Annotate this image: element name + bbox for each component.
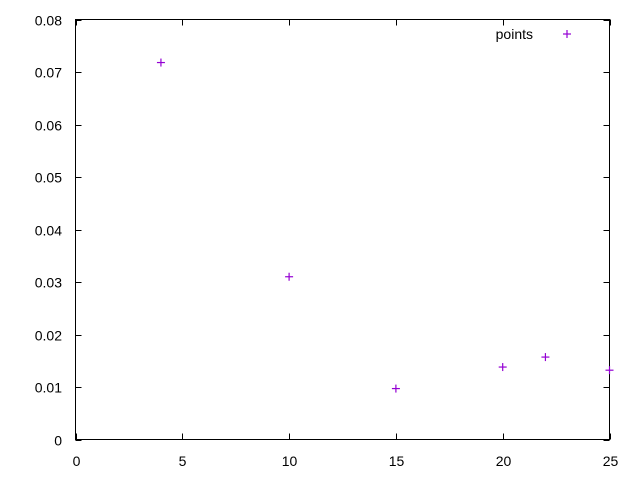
data-point (156, 58, 165, 67)
data-point (541, 353, 550, 362)
y-tick-label: 0.06 (35, 118, 62, 134)
data-point (498, 363, 507, 372)
y-tick-label: 0.05 (35, 170, 62, 186)
data-point (391, 384, 400, 393)
data-point (285, 272, 294, 281)
data-points (156, 58, 614, 393)
y-tick-label: 0.07 (35, 65, 62, 81)
x-tick-label: 0 (73, 453, 81, 469)
y-tick-label: 0.02 (35, 328, 62, 344)
legend-marker-glyph (563, 30, 571, 38)
legend-marker (563, 30, 571, 38)
y-tick-label: 0.08 (35, 13, 62, 29)
x-axis: 0 5 10 15 20 25 (73, 19, 619, 469)
y-tick-label: 0 (54, 433, 62, 449)
x-tick-label: 15 (389, 453, 405, 469)
data-point (605, 366, 614, 375)
y-tick-label: 0.04 (35, 223, 62, 239)
plot-frame (75, 19, 610, 440)
x-tick-label: 5 (179, 453, 187, 469)
y-tick-label: 0.03 (35, 275, 62, 291)
legend: points (496, 26, 571, 42)
y-tick-label: 0.01 (35, 380, 62, 396)
y-axis: 0 0.01 0.02 0.03 0.04 0.05 0.06 0.07 0.08 (35, 13, 610, 449)
x-tick-label: 25 (603, 453, 619, 469)
x-tick-label: 10 (282, 453, 298, 469)
legend-label: points (496, 26, 533, 42)
x-tick-label: 20 (496, 453, 512, 469)
